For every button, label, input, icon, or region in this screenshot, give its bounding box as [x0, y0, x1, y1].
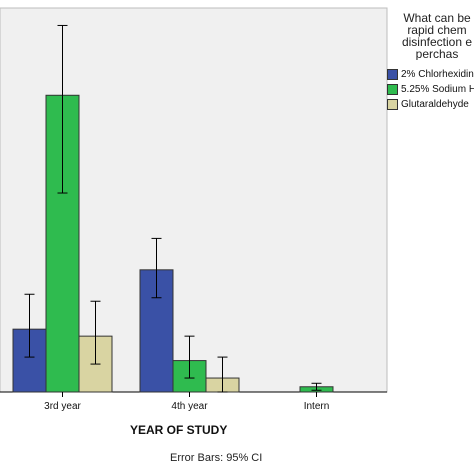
legend: 2% Chlorhexidin 5.25% Sodium H Glutarald… [387, 67, 474, 112]
x-axis-title: YEAR OF STUDY [130, 423, 228, 437]
legend-swatch [387, 99, 398, 110]
legend-swatch [387, 84, 398, 95]
legend-label: 2% Chlorhexidin [401, 69, 474, 80]
legend-title: What can be rapid chem disinfection e pe… [400, 12, 474, 60]
error-bars-note: Error Bars: 95% CI [170, 452, 263, 464]
x-tick-label: Intern [304, 401, 330, 412]
legend-label: Glutaraldehyde [401, 99, 469, 110]
legend-item: 5.25% Sodium H [387, 82, 474, 97]
legend-title-line: perchas [415, 47, 459, 60]
legend-label: 5.25% Sodium H [401, 84, 474, 95]
legend-swatch [387, 69, 398, 80]
legend-item: 2% Chlorhexidin [387, 67, 474, 82]
legend-item: Glutaraldehyde [387, 97, 474, 112]
x-tick-label: 4th year [171, 401, 208, 412]
legend-title-line: disinfection e [401, 35, 473, 49]
x-ticks-group: 3rd year 4th year Intern [44, 392, 329, 412]
legend-title-line: What can be [403, 12, 471, 25]
bars-group [12, 24, 334, 393]
legend-title-line: rapid chem [407, 23, 467, 37]
x-tick-label: 3rd year [44, 401, 81, 412]
